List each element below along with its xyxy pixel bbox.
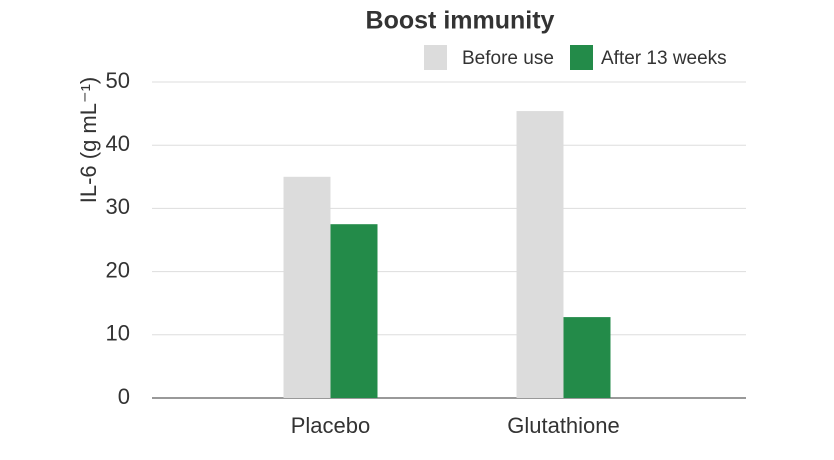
chart-title: Boost immunity — [366, 7, 555, 35]
y-tick-label: 30 — [106, 194, 130, 219]
legend-swatch — [424, 45, 447, 70]
y-axis-label: IL-6 (g mL⁻¹) — [76, 77, 101, 204]
bar — [283, 176, 331, 398]
y-tick-label: 20 — [106, 257, 130, 282]
legend-label: Before use — [462, 48, 554, 69]
x-tick-label: Placebo — [291, 413, 371, 438]
y-tick-label: 40 — [106, 131, 130, 156]
bar — [516, 111, 564, 399]
y-tick-label: 10 — [106, 321, 130, 346]
bar — [330, 224, 378, 398]
legend-swatch — [570, 45, 593, 70]
y-tick-label: 50 — [106, 68, 130, 93]
bar — [563, 317, 611, 398]
legend-label: After 13 weeks — [601, 48, 727, 69]
y-tick-label: 0 — [118, 384, 130, 409]
x-tick-label: Glutathione — [507, 413, 620, 438]
